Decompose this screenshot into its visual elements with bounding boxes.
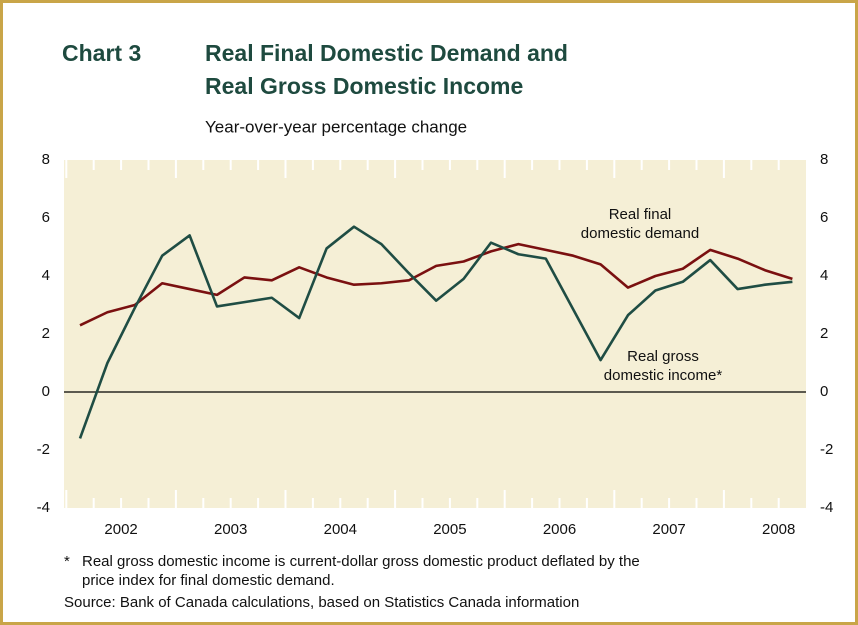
- y-tick-label: 8: [42, 151, 50, 168]
- footnote: Real gross domestic income is current-do…: [82, 553, 640, 570]
- chart-title: Real Final Domestic Demand and: [205, 40, 568, 66]
- y2-tick-label: -4: [820, 499, 833, 516]
- y-tick-label: -4: [37, 499, 50, 516]
- series-line: [78, 225, 793, 439]
- subtitle: Year-over-year percentage change: [205, 117, 467, 136]
- footnote-mark: *: [64, 553, 70, 570]
- x-tick-label: 2005: [433, 521, 466, 538]
- x-tick-label: 2002: [104, 521, 137, 538]
- chart-title: Real Gross Domestic Income: [205, 73, 523, 99]
- y-tick-label: 4: [42, 267, 50, 284]
- x-tick-label: 2004: [324, 521, 357, 538]
- y-tick-label: 0: [42, 383, 50, 400]
- series-label: Real final: [609, 206, 672, 223]
- x-tick-label: 2006: [543, 521, 576, 538]
- y2-tick-label: 6: [820, 209, 828, 226]
- y2-tick-label: -2: [820, 441, 833, 458]
- series-label: domestic income*: [604, 367, 723, 384]
- chart-label: Chart 3: [62, 40, 141, 66]
- y-tick-label: 2: [42, 325, 50, 342]
- y2-tick-label: 2: [820, 325, 828, 342]
- source: Source: Bank of Canada calculations, bas…: [64, 594, 579, 611]
- x-tick-label: 2007: [652, 521, 685, 538]
- x-tick-label: 2003: [214, 521, 247, 538]
- x-tick-label: 2008: [762, 521, 795, 538]
- y2-tick-label: 4: [820, 267, 828, 284]
- y-tick-label: 6: [42, 209, 50, 226]
- series-line: [79, 242, 793, 327]
- y2-tick-label: 8: [820, 151, 828, 168]
- series-label: Real gross: [627, 348, 699, 365]
- footnote: price index for final domestic demand.: [82, 572, 335, 589]
- plot-area: [64, 160, 806, 508]
- y2-tick-label: 0: [820, 383, 828, 400]
- series-label: domestic demand: [581, 225, 699, 242]
- y-tick-label: -2: [37, 441, 50, 458]
